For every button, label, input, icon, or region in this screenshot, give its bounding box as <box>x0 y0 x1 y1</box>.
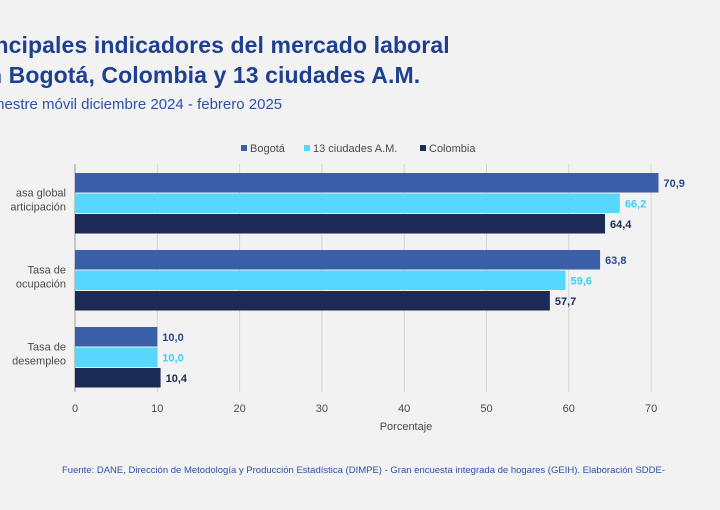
data-label: 57,7 <box>555 296 576 308</box>
category-label: articipación <box>10 201 66 213</box>
legend-swatch <box>304 145 310 151</box>
data-label: 10,0 <box>162 352 183 364</box>
data-label: 10,4 <box>166 373 188 385</box>
x-axis-label: Porcentaje <box>380 421 433 433</box>
data-label: 64,4 <box>610 219 632 231</box>
bar-chart: 0 10 20 30 40 50 60 70 Porcentaje Bogotá 13 ciudad… <box>10 143 685 433</box>
chart-subtitle: mestre móvil diciembre 2024 - febrero 20… <box>0 96 283 113</box>
category-label: Tasa de <box>27 341 66 353</box>
category-label: desempleo <box>12 355 66 367</box>
data-label: 70,9 <box>664 178 685 190</box>
bar <box>75 250 601 270</box>
x-tick-label: 50 <box>480 403 492 415</box>
x-tick-label: 60 <box>563 403 575 415</box>
category-label: ocupación <box>16 278 66 290</box>
bar <box>75 173 659 193</box>
x-tick-label: 70 <box>645 403 657 415</box>
bar <box>75 327 158 347</box>
data-label: 66,2 <box>625 198 646 210</box>
x-tick-label: 30 <box>316 403 328 415</box>
bar <box>75 214 606 234</box>
data-label: 10,0 <box>162 332 183 344</box>
x-tick-label: 40 <box>398 403 410 415</box>
bar <box>75 347 158 367</box>
source-note: Fuente: DANE, Dirección de Metodología y… <box>62 465 665 476</box>
x-tick-label: 0 <box>72 403 78 415</box>
bar <box>75 368 161 388</box>
legend-label: Bogotá <box>250 143 286 155</box>
category-label: Tasa de <box>27 264 66 276</box>
category-label: asa global <box>16 187 66 199</box>
chart-title-line-1: incipales indicadores del mercado labora… <box>0 32 450 58</box>
legend-label: Colombia <box>429 143 476 155</box>
legend-label: 13 ciudades A.M. <box>313 143 397 155</box>
data-label: 59,6 <box>571 275 592 287</box>
chart-title-line-2: n Bogotá, Colombia y 13 ciudades A.M. <box>0 62 421 88</box>
legend-swatch <box>420 145 426 151</box>
bar <box>75 193 620 213</box>
bar <box>75 270 566 290</box>
legend-swatch <box>241 145 247 151</box>
data-label: 63,8 <box>605 255 626 267</box>
x-tick-label: 20 <box>233 403 245 415</box>
bar <box>75 291 550 311</box>
x-tick-label: 10 <box>151 403 163 415</box>
